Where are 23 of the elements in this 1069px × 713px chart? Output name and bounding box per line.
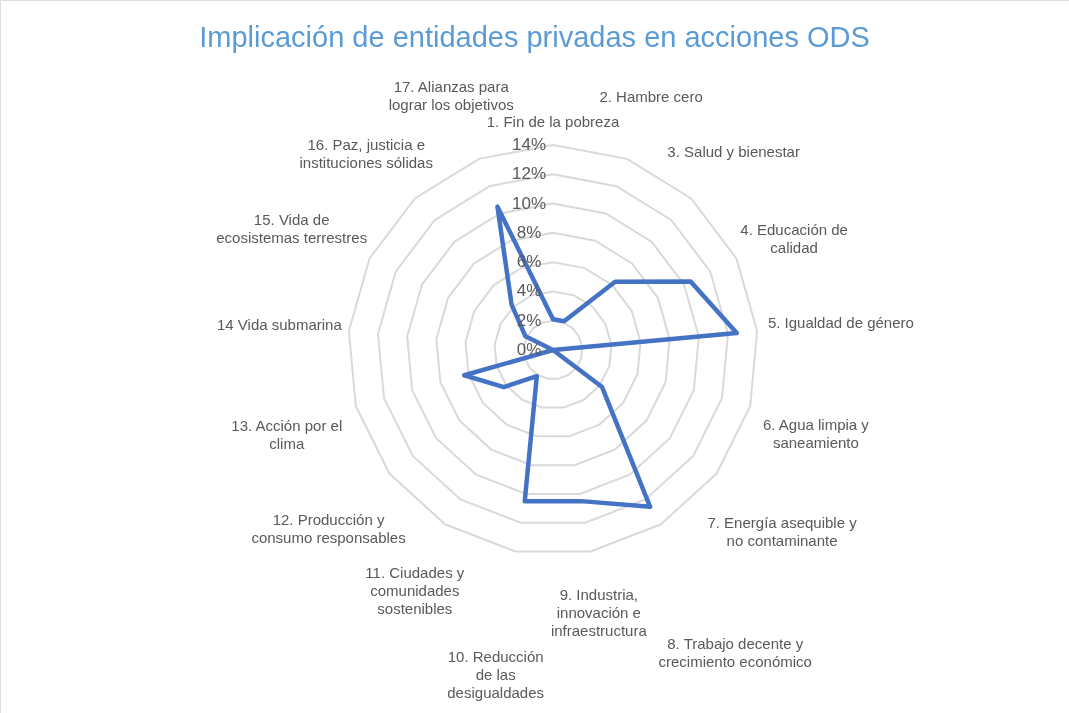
y-tick-label: 10% xyxy=(511,193,547,213)
spoke-label: 6. Agua limpia y saneamiento xyxy=(762,415,870,451)
spoke-label: 11. Ciudades y comunidades sostenibles xyxy=(365,564,465,618)
spoke-label: 17. Alianzas para lograr los objetivos xyxy=(388,78,514,114)
spoke-label: 1. Fin de la pobreza xyxy=(486,113,620,130)
spoke-label: 15. Vida de ecosistemas terrestres xyxy=(216,210,368,246)
y-tick-label: 8% xyxy=(516,222,542,242)
spoke-label: 5. Igualdad de género xyxy=(767,314,914,332)
spoke-label: 10. Reducción de las desigualdades xyxy=(447,647,545,701)
spoke-label: 13. Acción por el clima xyxy=(231,416,343,452)
spoke-label: 3. Salud y bienestar xyxy=(667,142,800,160)
spoke-label: 4. Educación de calidad xyxy=(740,220,848,256)
chart-title: Implicación de entidades privadas en acciones ODS xyxy=(199,21,870,53)
spoke-label: 16. Paz, justicia e instituciones sólidas xyxy=(299,136,433,172)
spoke-label: 7. Energía asequible y no contaminante xyxy=(707,513,858,549)
spoke-label: 8. Trabajo decente y crecimiento económico xyxy=(658,635,812,671)
spoke-label: 14 Vida submarina xyxy=(217,315,343,333)
spoke-label: 2. Hambre cero xyxy=(599,87,703,105)
y-tick-label: 0% xyxy=(516,340,542,359)
y-tick-label: 14% xyxy=(511,135,547,154)
spoke-label: 9. Industria, innovación e infraestructura xyxy=(550,586,648,640)
y-tick-label: 12% xyxy=(511,164,547,184)
spoke-label: 12. Producción y consumo responsables xyxy=(251,510,406,546)
